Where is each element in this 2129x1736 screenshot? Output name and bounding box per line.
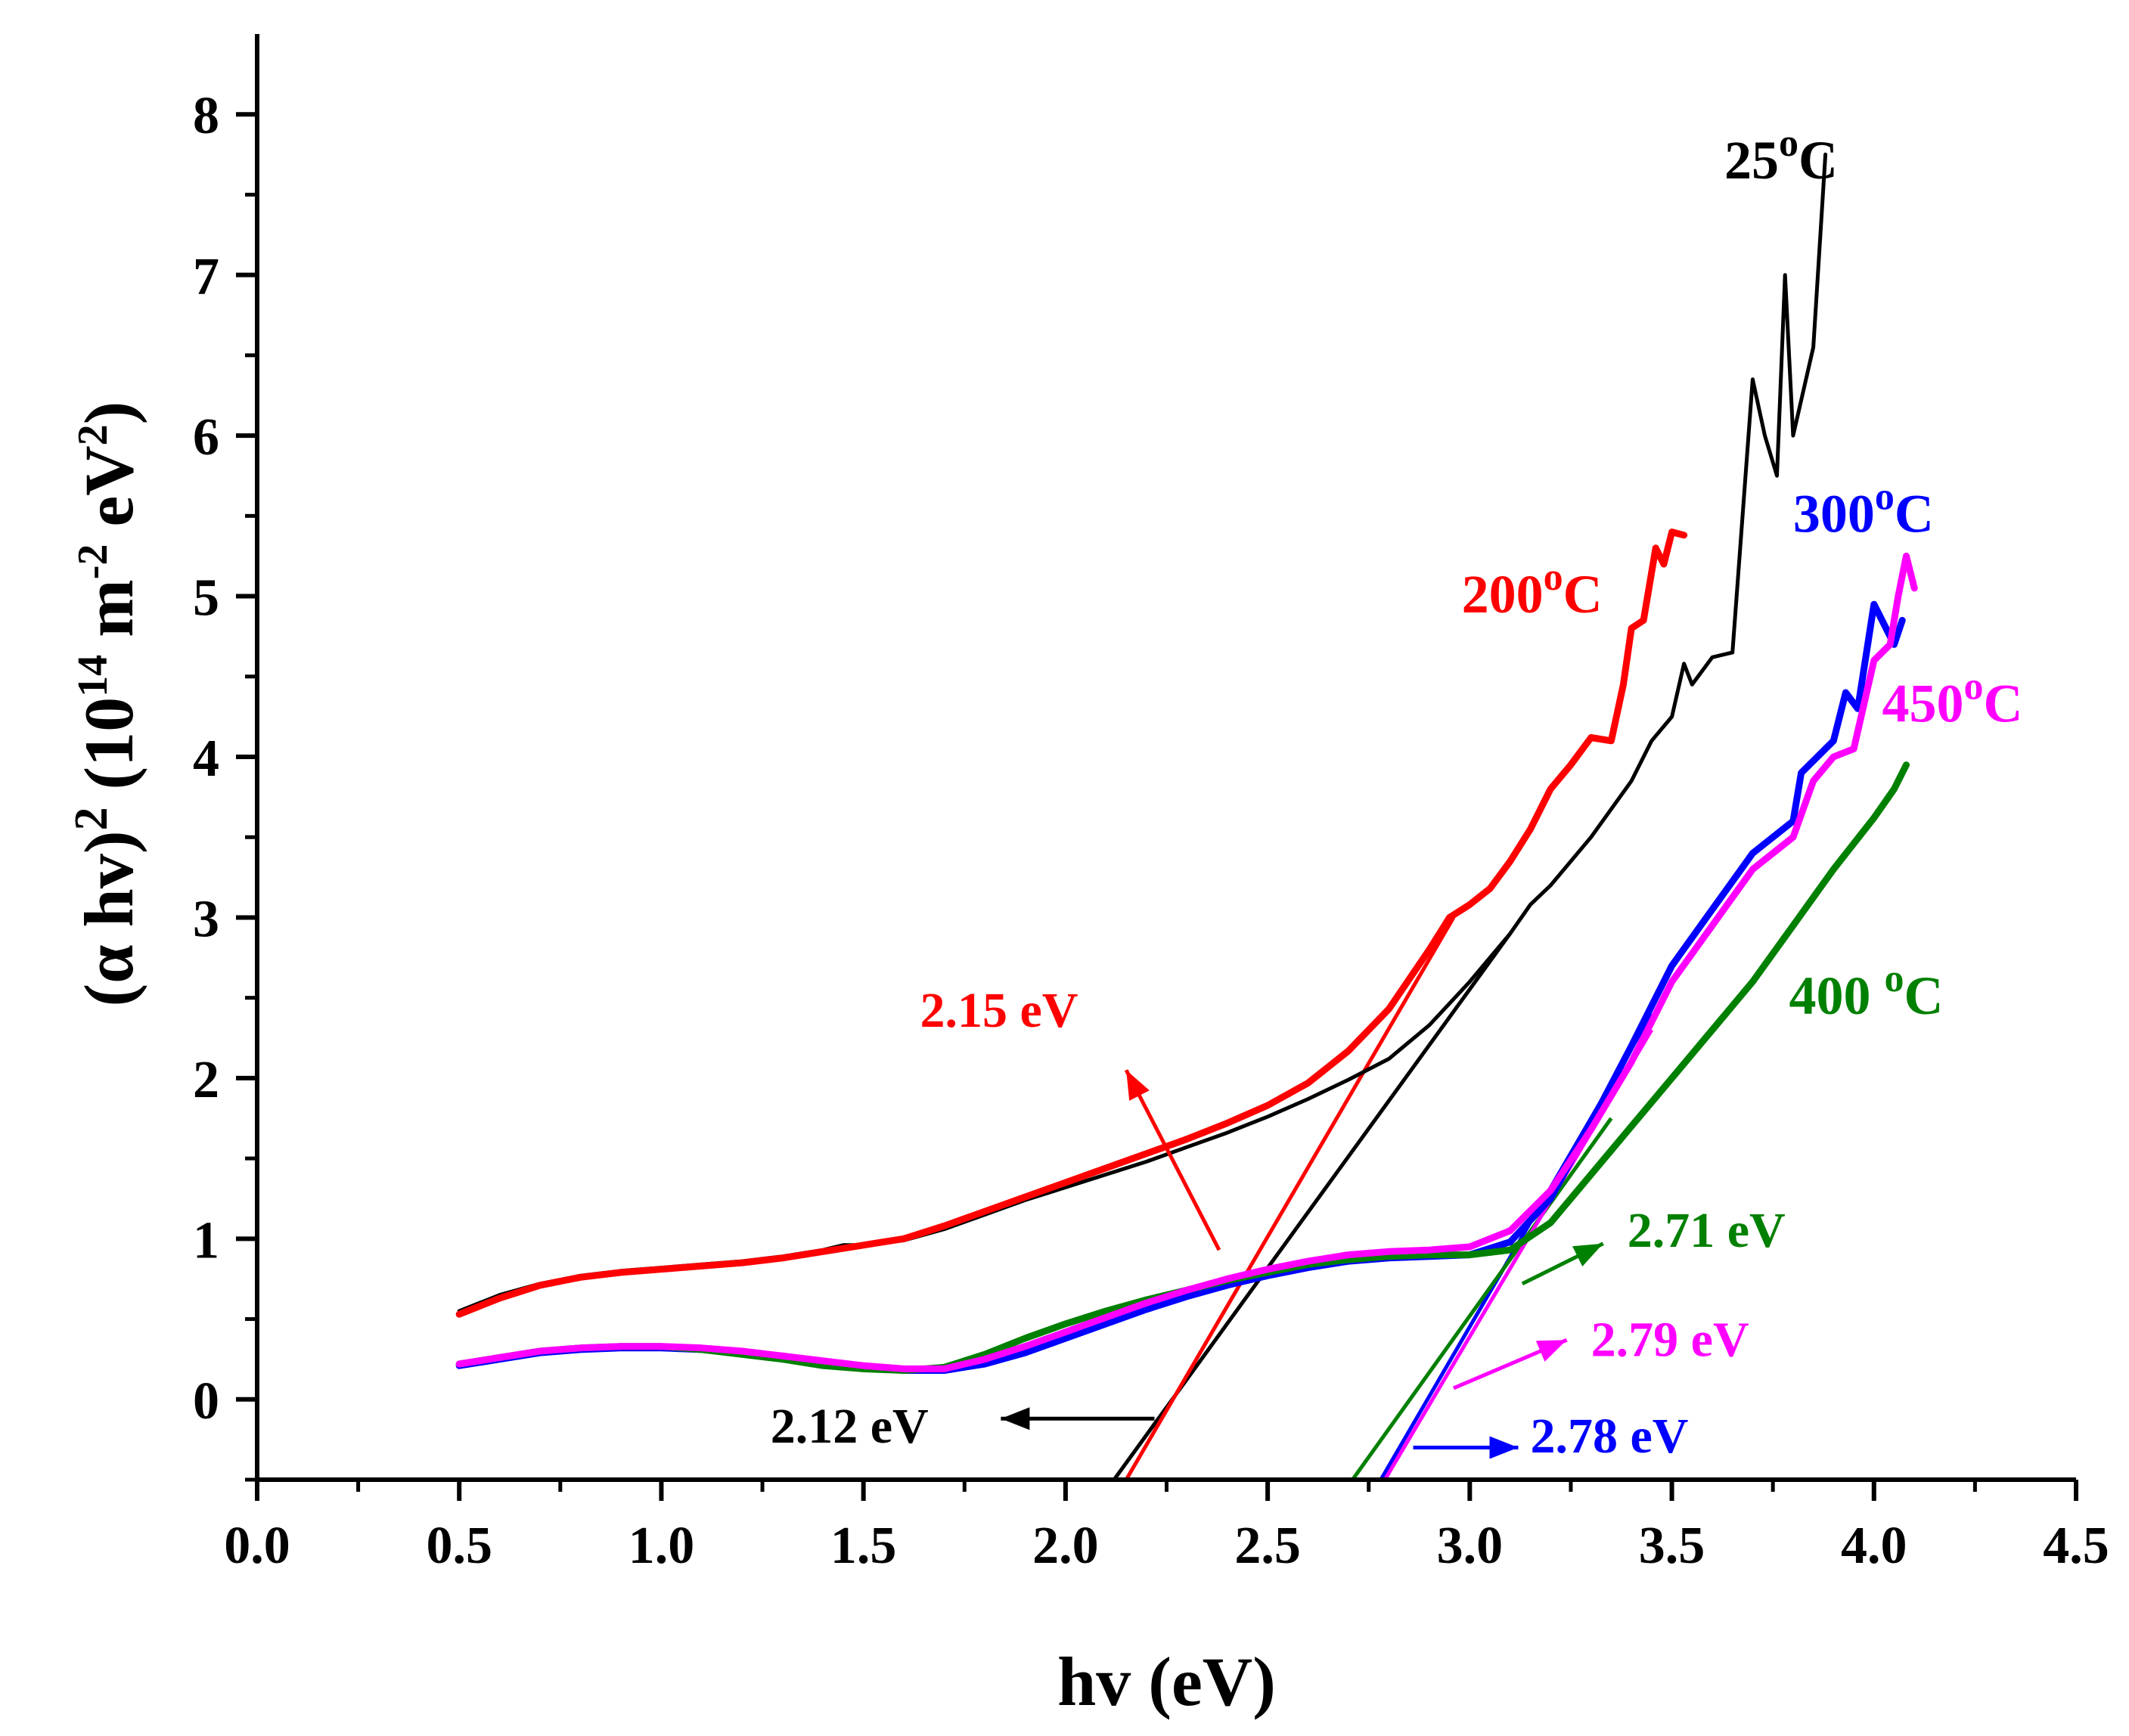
x-tick-label-1-5: 1.5 bbox=[830, 1517, 897, 1575]
series-label-main: 400 bbox=[1789, 966, 1885, 1026]
series-label-300-c: 300oC bbox=[1793, 476, 1934, 544]
series-label-200-c: 200oC bbox=[1462, 556, 1603, 625]
y-axis-title-unit-a: (10 bbox=[70, 697, 147, 808]
series-label-unit: C bbox=[1563, 564, 1603, 625]
series-label-400-c: 400 oC bbox=[1789, 957, 1944, 1026]
arrow-head-gap-2-78 bbox=[1489, 1436, 1519, 1459]
x-tick-label-2-0: 2.0 bbox=[1032, 1517, 1099, 1575]
annotation-label-gap-2-79: 2.79 eV bbox=[1591, 1312, 1749, 1367]
y-axis-title-unit-f: 2 bbox=[70, 424, 116, 445]
x-tick-label-3-5: 3.5 bbox=[1639, 1517, 1705, 1575]
y-tick-label-0: 0 bbox=[193, 1372, 219, 1431]
annotation-label-gap-2-12: 2.12 eV bbox=[771, 1399, 929, 1454]
series-label-degree: o bbox=[1875, 476, 1895, 519]
x-tick-label-3-0: 3.0 bbox=[1437, 1517, 1504, 1575]
series-label-degree: o bbox=[1544, 556, 1563, 599]
series-label-degree: o bbox=[1779, 122, 1798, 165]
y-axis-title-base: (α hv) bbox=[70, 831, 147, 1007]
y-tick-label-7: 7 bbox=[193, 248, 219, 306]
y-axis-title-unit-b: 14 bbox=[70, 655, 116, 697]
y-axis-title: (α hv)2 (1014 m-2 eV2) bbox=[66, 401, 147, 1007]
arrow-head-gap-2-15 bbox=[1126, 1070, 1150, 1101]
y-axis-title-unit-c: m bbox=[70, 579, 147, 655]
x-tick-label-2-5: 2.5 bbox=[1234, 1517, 1301, 1575]
series-label-main: 300 bbox=[1793, 484, 1875, 544]
y-axis-title-unit-g: ) bbox=[70, 401, 147, 425]
annotation-label-gap-2-15: 2.15 eV bbox=[920, 983, 1078, 1038]
fit-line-tangent-400c bbox=[1351, 1117, 1613, 1480]
y-tick-label-8: 8 bbox=[193, 87, 219, 145]
series-label-degree: o bbox=[1963, 665, 1983, 708]
series-label-unit: C bbox=[1798, 130, 1838, 191]
y-tick-label-3: 3 bbox=[193, 890, 219, 948]
fit-line-tangent-200c bbox=[1124, 916, 1456, 1480]
annotation-label-gap-2-71: 2.71 eV bbox=[1628, 1203, 1786, 1258]
arrow-head-gap-2-79 bbox=[1535, 1340, 1567, 1362]
series-label-unit: C bbox=[1983, 673, 2022, 733]
series-label-25-c: 25oC bbox=[1724, 122, 1838, 191]
series-label-main: 450 bbox=[1882, 673, 1963, 733]
y-tick-label-4: 4 bbox=[193, 730, 219, 788]
series-label-450-c: 450oC bbox=[1882, 665, 2022, 733]
series-label-degree: o bbox=[1885, 957, 1904, 1000]
series-label-main: 200 bbox=[1462, 564, 1544, 625]
y-tick-label-1: 1 bbox=[193, 1211, 219, 1269]
y-axis-title-unit-e: eV bbox=[70, 445, 147, 544]
x-tick-label-4-5: 4.5 bbox=[2043, 1517, 2109, 1575]
arrow-head-gap-2-12 bbox=[1001, 1407, 1030, 1431]
x-axis-title: hv (eV) bbox=[1057, 1643, 1276, 1720]
series-line-200-c bbox=[455, 529, 1688, 1318]
series-line-450-c bbox=[455, 552, 1918, 1372]
arrow-head-gap-2-71 bbox=[1572, 1243, 1603, 1266]
x-tick-label-4-0: 4.0 bbox=[1841, 1517, 1907, 1575]
series-label-unit: C bbox=[1904, 966, 1944, 1026]
x-tick-label-0-5: 0.5 bbox=[426, 1517, 492, 1575]
x-tick-label-1-0: 1.0 bbox=[628, 1517, 695, 1575]
annotation-label-gap-2-78: 2.78 eV bbox=[1531, 1409, 1689, 1464]
y-tick-label-6: 6 bbox=[193, 408, 219, 467]
series-line-400-c bbox=[455, 761, 1910, 1374]
series-label-unit: C bbox=[1895, 484, 1934, 544]
y-axis-title-exp: 2 bbox=[66, 808, 117, 831]
y-axis-title-unit-d: -2 bbox=[70, 544, 116, 580]
y-tick-label-2: 2 bbox=[193, 1051, 219, 1109]
series-label-main: 25 bbox=[1724, 130, 1779, 191]
y-tick-label-5: 5 bbox=[193, 569, 219, 628]
x-tick-label-0-0: 0.0 bbox=[224, 1517, 290, 1575]
arrow-line-gap-2-15 bbox=[1124, 1069, 1221, 1251]
